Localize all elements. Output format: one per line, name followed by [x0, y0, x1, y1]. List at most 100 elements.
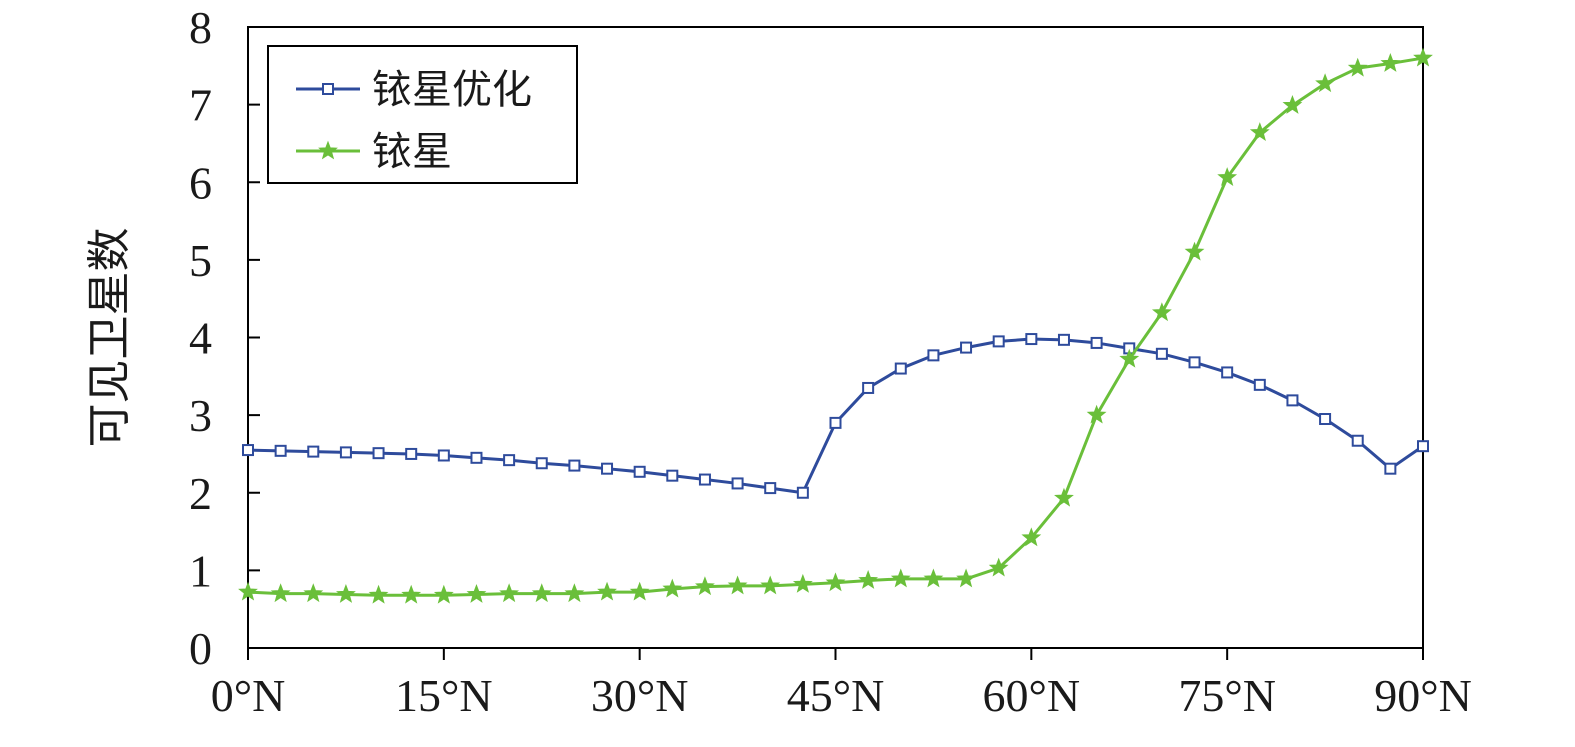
legend-marker — [322, 83, 334, 95]
data-point — [401, 584, 422, 604]
data-point — [727, 575, 748, 595]
x-tick-label: 0°N — [211, 670, 286, 721]
data-point — [1380, 53, 1401, 72]
x-tick-label: 75°N — [1178, 670, 1276, 721]
data-point — [1054, 487, 1074, 507]
series-line — [247, 337, 1424, 495]
data-point — [1025, 333, 1038, 346]
data-point — [629, 581, 650, 601]
data-point — [1249, 122, 1270, 141]
data-point — [1151, 302, 1172, 322]
x-tick-label: 15°N — [395, 670, 493, 721]
data-point — [1319, 413, 1332, 426]
series-1 — [242, 333, 1429, 499]
data-point — [1184, 241, 1205, 261]
legend-item-2: 铱星 — [296, 129, 452, 175]
data-point — [633, 465, 646, 478]
data-point — [1221, 366, 1234, 379]
data-point — [535, 457, 548, 470]
y-tick-label: 3 — [189, 390, 212, 441]
data-point — [372, 447, 385, 460]
data-point — [499, 583, 520, 603]
legend-marker — [318, 140, 338, 160]
data-point — [433, 584, 454, 604]
data-point — [242, 444, 254, 457]
data-point — [825, 572, 846, 592]
data-point — [601, 462, 614, 475]
data-point — [568, 459, 581, 472]
y-axis: 0 1 2 3 4 5 6 7 8 — [189, 2, 260, 674]
data-point — [503, 454, 516, 467]
data-point — [336, 584, 356, 603]
y-tick-label: 0 — [189, 623, 212, 674]
data-point — [1057, 333, 1070, 346]
data-point — [894, 362, 907, 375]
y-tick-label: 5 — [189, 235, 212, 286]
data-point — [1021, 527, 1042, 547]
y-tick-label: 1 — [189, 545, 212, 596]
data-point — [988, 557, 1009, 577]
x-tick-label: 45°N — [787, 670, 885, 721]
y-tick-label: 8 — [189, 2, 212, 53]
data-point — [1413, 47, 1433, 67]
x-tick-label: 30°N — [591, 670, 689, 721]
data-point — [1086, 404, 1107, 424]
data-point — [274, 444, 287, 457]
x-tick-label: 90°N — [1374, 670, 1472, 721]
x-axis: 0°N 15°N 30°N 45°N 60°N 75°N 90°N — [211, 648, 1472, 721]
data-point — [927, 349, 940, 362]
data-point — [760, 575, 781, 595]
y-tick-label: 4 — [189, 313, 212, 364]
data-point — [923, 568, 944, 588]
data-point — [1188, 356, 1201, 369]
legend-box — [267, 45, 578, 184]
y-tick-label: 7 — [189, 80, 212, 131]
data-point — [564, 583, 585, 603]
data-point — [698, 473, 711, 486]
legend-item-1: 铱星优化 — [296, 67, 532, 113]
data-point — [731, 477, 744, 490]
data-point — [1315, 73, 1335, 93]
data-point — [695, 576, 715, 596]
data-point — [862, 381, 875, 394]
data-point — [597, 581, 617, 601]
data-point — [238, 581, 258, 601]
data-point — [405, 447, 418, 460]
data-point — [792, 573, 813, 593]
data-point — [662, 578, 683, 598]
data-point — [796, 486, 809, 499]
data-point — [531, 583, 552, 603]
data-point — [1155, 347, 1168, 360]
data-point — [270, 583, 291, 603]
legend-label: 铱星 — [372, 129, 452, 175]
data-point — [1286, 394, 1299, 407]
data-point — [470, 451, 483, 464]
data-point — [960, 341, 973, 354]
data-point — [666, 469, 679, 482]
data-point — [339, 446, 352, 459]
data-point — [368, 584, 389, 604]
data-point — [303, 583, 324, 603]
y-axis-title: 可见卫星数 — [84, 228, 135, 448]
data-point — [1417, 440, 1429, 453]
y-tick-label: 6 — [189, 157, 212, 208]
data-point — [992, 335, 1005, 348]
legend-label: 铱星优化 — [372, 67, 532, 113]
data-point — [1384, 462, 1397, 475]
data-point — [466, 584, 487, 603]
data-point — [1253, 378, 1266, 391]
data-point — [437, 449, 450, 462]
data-point — [858, 570, 879, 589]
series-layer — [238, 47, 1433, 604]
x-tick-label: 60°N — [983, 670, 1081, 721]
data-point — [890, 568, 911, 588]
data-point — [1090, 336, 1103, 349]
data-point — [1282, 94, 1303, 114]
data-point — [1347, 57, 1368, 77]
data-point — [1119, 348, 1140, 368]
data-point — [1217, 167, 1238, 187]
data-point — [829, 416, 842, 429]
data-point — [1351, 434, 1364, 447]
